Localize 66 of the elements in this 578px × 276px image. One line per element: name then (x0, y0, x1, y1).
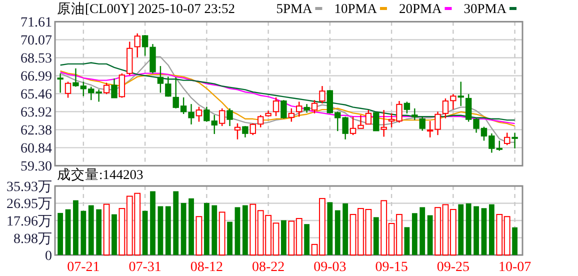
chart-title: 成交量:144203 (57, 167, 144, 182)
y-tick-label: 70.07 (20, 34, 52, 49)
x-tick-label: 07-21 (67, 260, 100, 275)
bar (180, 202, 186, 255)
y-tick-label: 65.46 (20, 88, 52, 103)
bar (488, 204, 494, 255)
bar (481, 208, 487, 255)
bar (327, 202, 333, 255)
y-tick-label: 68.53 (20, 52, 52, 67)
x-tick-label: 10-07 (498, 260, 532, 275)
bar (373, 217, 379, 255)
y-tick-label: 35.93万 (6, 180, 52, 195)
bar (65, 209, 71, 255)
y-tick-label: 26.95万 (6, 197, 52, 212)
bar (196, 216, 202, 256)
y-tick-label: 62.38 (20, 124, 52, 139)
y-tick-label: 17.96万 (6, 214, 52, 230)
y-tick-label: 8.98万 (14, 232, 52, 247)
bar (58, 212, 64, 255)
bar (458, 204, 464, 255)
bar (512, 227, 518, 255)
y-tick-label: 66.99 (20, 70, 52, 85)
chart-title: 原油[CL00Y] 2025-10-07 23:52 (57, 1, 235, 16)
bar (204, 202, 210, 255)
bar (165, 206, 171, 255)
bar (80, 210, 86, 255)
bar (173, 191, 179, 255)
legend-label: 30PMA (464, 1, 507, 16)
bar (112, 214, 117, 255)
bar (466, 203, 472, 255)
bar (420, 207, 426, 255)
bar (334, 210, 340, 255)
bar (188, 198, 194, 255)
y-tick-label: 59.30 (20, 160, 52, 175)
bar (474, 206, 479, 255)
bar (96, 209, 102, 255)
y-tick-label: 63.92 (20, 106, 52, 121)
legend-label: 5PMA (276, 1, 312, 16)
bar (103, 204, 110, 256)
bar (150, 191, 156, 255)
legend-label: 20PMA (398, 1, 442, 16)
x-tick-label: 09-15 (375, 260, 408, 275)
bar (412, 213, 418, 255)
bar (404, 227, 410, 255)
x-tick-label: 09-03 (314, 260, 346, 275)
x-tick-label: 07-31 (128, 260, 162, 275)
bar (142, 210, 148, 255)
bar (218, 212, 226, 256)
y-tick-label: 60.84 (20, 142, 52, 157)
bar (234, 207, 240, 255)
x-tick-label: 08-12 (190, 260, 224, 275)
x-tick-label: 09-25 (436, 260, 470, 275)
y-tick-label: 0 (45, 249, 52, 264)
bar (304, 224, 310, 255)
bar (158, 206, 164, 255)
legend-label: 10PMA (334, 1, 378, 16)
bar (342, 203, 348, 255)
y-tick-label: 71.61 (20, 16, 52, 31)
bar (212, 205, 218, 255)
bar (73, 200, 78, 255)
bar (88, 205, 94, 255)
bar (427, 215, 433, 255)
bar (242, 205, 248, 255)
bar (227, 222, 232, 255)
x-tick-label: 08-22 (252, 260, 285, 275)
bar (281, 220, 286, 255)
